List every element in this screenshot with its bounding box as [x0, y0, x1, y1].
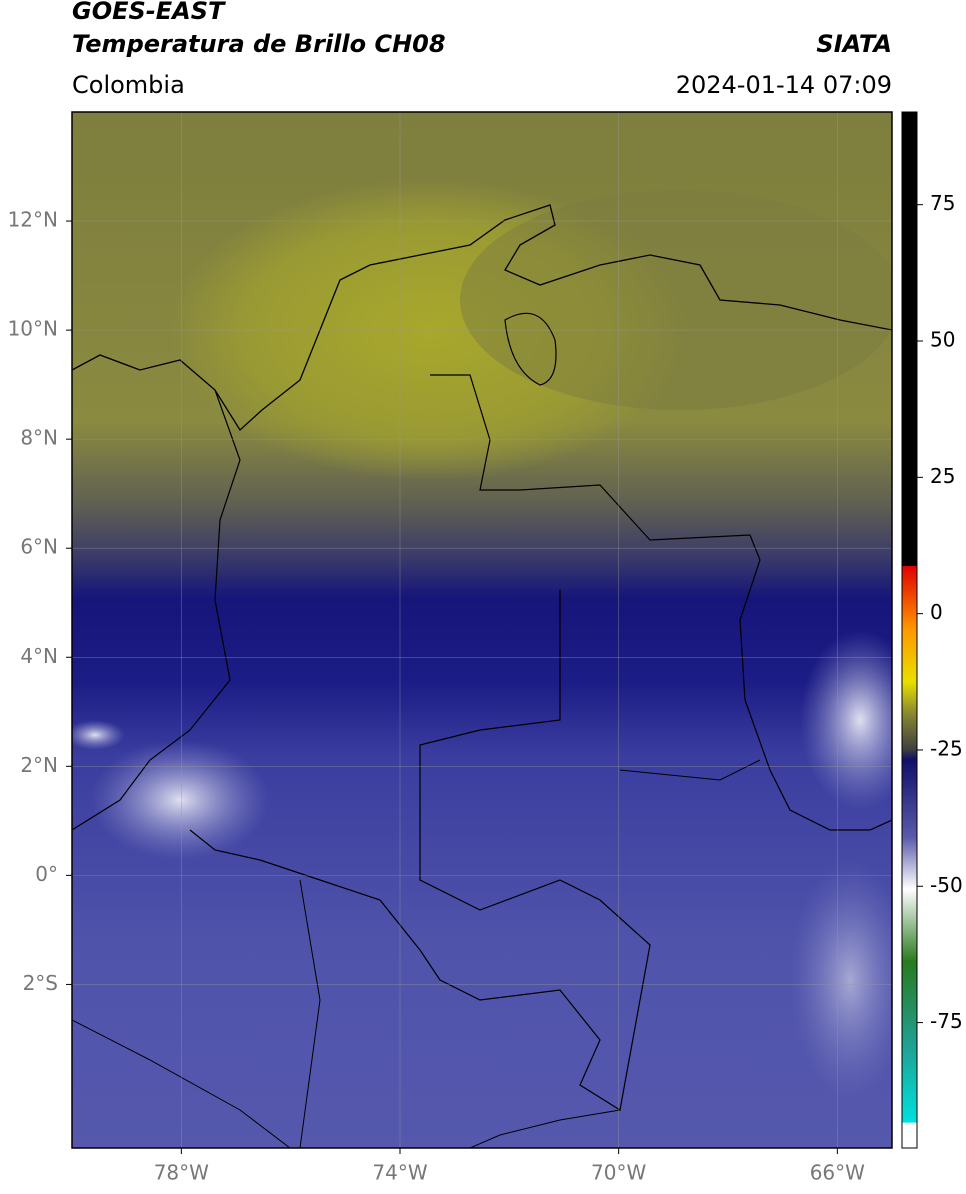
- source: SIATA: [816, 30, 892, 58]
- y-tick-label: 10°N: [8, 317, 58, 341]
- y-tick-label: 4°N: [20, 644, 58, 668]
- subtitle: Temperatura de Brillo CH08: [72, 30, 446, 58]
- y-tick-label: 0°: [35, 862, 58, 886]
- colorbar-tick-label: -25: [930, 736, 963, 760]
- x-tick-label: 74°W: [372, 1161, 427, 1185]
- y-tick-label: 6°N: [20, 535, 58, 559]
- y-tick-label: 2°S: [23, 971, 58, 995]
- colorbar-tick-label: -50: [930, 873, 963, 897]
- x-tick-label: 70°W: [591, 1161, 646, 1185]
- title: GOES-EAST: [72, 0, 226, 25]
- colorbar-tick-label: 25: [930, 464, 955, 488]
- satellite-image: [72, 112, 892, 1148]
- datetime: 2024-01-14 07:09: [676, 71, 892, 99]
- y-tick-label: 12°N: [8, 208, 58, 232]
- y-tick-label: 2°N: [20, 753, 58, 777]
- graticule: [72, 112, 892, 1148]
- x-tick-label: 78°W: [154, 1161, 209, 1185]
- colorbar-tick-label: 50: [930, 328, 955, 352]
- x-tick-label: 66°W: [810, 1161, 865, 1185]
- map-frame: [71, 111, 893, 1149]
- region: Colombia: [72, 71, 185, 99]
- colorbar-tick-label: 0: [930, 600, 943, 624]
- colorbar-tick-label: -75: [930, 1009, 963, 1033]
- y-tick-label: 8°N: [20, 426, 58, 450]
- colorbar-tick-label: 75: [930, 191, 955, 215]
- colorbar: [901, 111, 918, 1149]
